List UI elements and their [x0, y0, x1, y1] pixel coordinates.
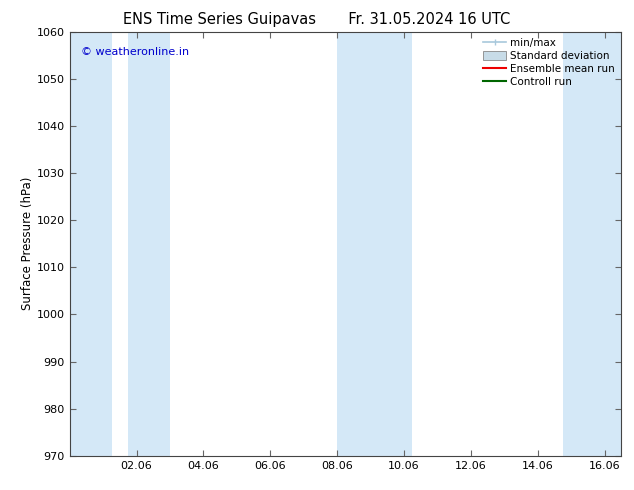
Text: © weatheronline.in: © weatheronline.in	[81, 47, 189, 57]
Text: ENS Time Series Guipavas       Fr. 31.05.2024 16 UTC: ENS Time Series Guipavas Fr. 31.05.2024 …	[124, 12, 510, 27]
Bar	[337, 32, 387, 456]
Legend: min/max, Standard deviation, Ensemble mean run, Controll run: min/max, Standard deviation, Ensemble me…	[480, 35, 618, 90]
Bar	[70, 32, 112, 456]
Bar	[563, 32, 621, 456]
Y-axis label: Surface Pressure (hPa): Surface Pressure (hPa)	[21, 177, 34, 311]
Bar	[387, 32, 412, 456]
Bar	[128, 32, 170, 456]
